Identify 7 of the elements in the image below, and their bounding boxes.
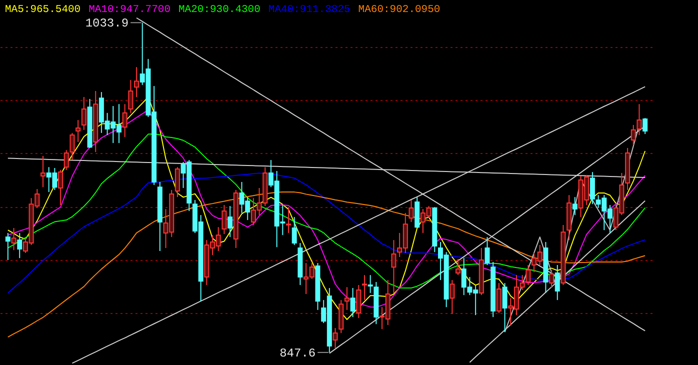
text: MA10:947.7700 [88,4,171,16]
text: MA5:965.5400 [5,4,81,16]
annotation: 1033.9 [85,16,129,31]
text: MA60:902.0950 [358,4,440,16]
text: MA20:930.4300 [178,4,260,16]
text: MA40:911.3825 [268,4,350,16]
annotation: 847.6 [280,346,316,360]
